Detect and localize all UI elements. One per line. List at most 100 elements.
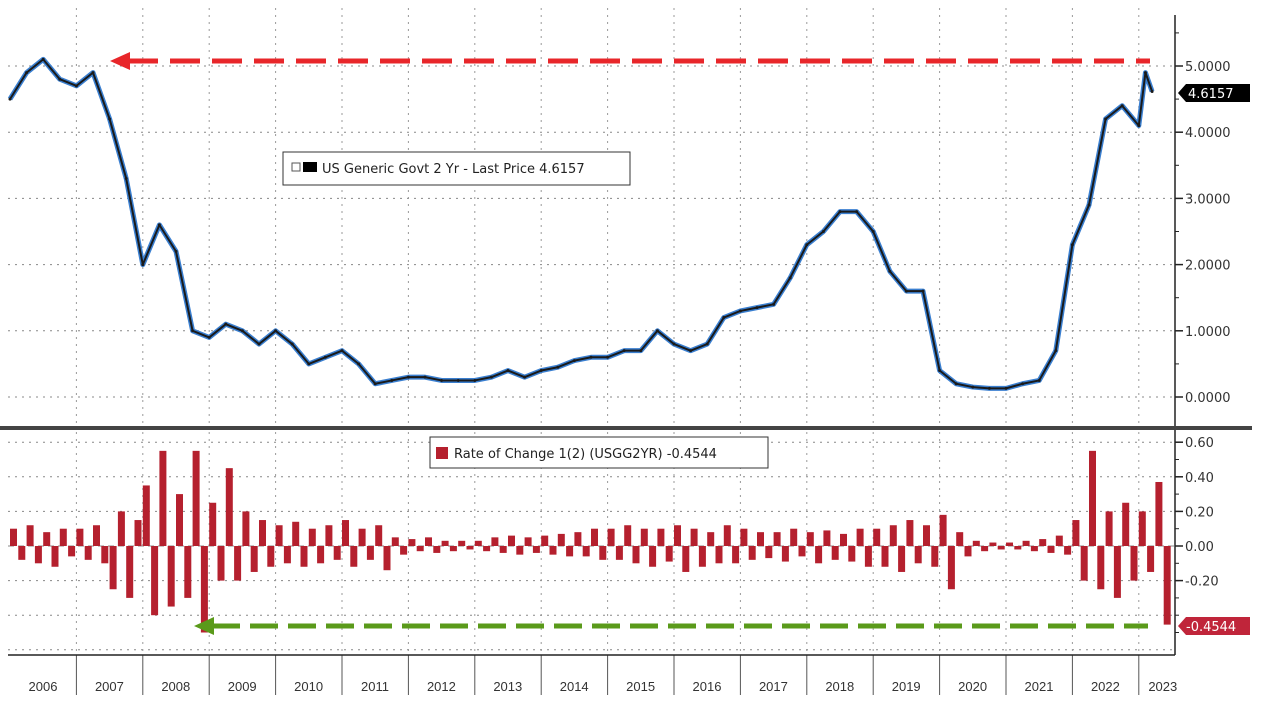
y-tick-label-lower: 0.60 (1185, 436, 1214, 451)
yield-point (805, 243, 809, 247)
yield-point (390, 378, 394, 382)
x-year-label: 2009 (228, 679, 257, 694)
roc-bar (748, 546, 756, 560)
roc-bar (333, 546, 341, 560)
upper-legend: US Generic Govt 2 Yr - Last Price 4.6157 (282, 151, 631, 186)
yield-point (589, 355, 593, 359)
yield-point (1104, 117, 1108, 121)
roc-bar (1113, 546, 1121, 598)
roc-bar (541, 535, 549, 546)
expand-icon[interactable] (291, 162, 301, 172)
red-arrow-head (110, 52, 130, 70)
roc-bar (449, 546, 457, 552)
y-tick-label-lower: 0.00 (1185, 540, 1214, 555)
year-separators (75, 655, 1140, 695)
roc-bar (1147, 546, 1155, 572)
roc-bar (250, 546, 258, 572)
roc-bar (773, 532, 781, 546)
roc-bar (1122, 502, 1130, 546)
roc-bar (765, 546, 773, 559)
yield-point (938, 369, 942, 373)
yield-point (655, 329, 659, 333)
roc-bar (109, 546, 117, 590)
roc-bar (1163, 546, 1171, 625)
yield-point (307, 362, 311, 366)
yield-point (1037, 378, 1041, 382)
y-tick-label-upper: 5.0000 (1185, 60, 1231, 75)
roc-bar (806, 532, 814, 546)
yield-point (788, 276, 792, 280)
x-year-label: 2019 (892, 679, 921, 694)
x-year-label: 2017 (759, 679, 788, 694)
x-year-label: 2010 (294, 679, 323, 694)
roc-bar (1055, 535, 1063, 546)
roc-bar (591, 528, 598, 546)
roc-bar (1089, 450, 1096, 546)
roc-bar (375, 525, 383, 546)
annotations (110, 52, 1150, 635)
y-tick-label-lower: 0.20 (1185, 505, 1214, 520)
x-year-label: 2008 (161, 679, 190, 694)
yield-point (108, 117, 112, 121)
roc-bar (607, 528, 615, 546)
roc-bar (68, 546, 76, 557)
yield-point (639, 349, 643, 353)
yield-point (971, 385, 975, 389)
yield-point (207, 335, 211, 339)
yield-series (7, 56, 1155, 391)
roc-bar (93, 525, 100, 546)
roc-bar (101, 546, 109, 564)
yield-point (954, 382, 958, 386)
roc-bar (358, 528, 366, 546)
yield-point (1150, 89, 1154, 93)
roc-bar (76, 528, 84, 546)
roc-bar (275, 525, 283, 546)
yield-point (240, 329, 244, 333)
roc-bar (923, 525, 930, 546)
roc-bar (640, 528, 648, 546)
green-arrow-head (194, 617, 214, 635)
yield-point (440, 378, 444, 382)
yield-point (224, 322, 228, 326)
yield-point (174, 249, 178, 253)
roc-bar (400, 546, 408, 555)
roc-bar (325, 525, 333, 546)
yield-point (1004, 386, 1008, 390)
roc-bar (433, 546, 441, 553)
roc-bar (383, 546, 391, 571)
yield-point (738, 309, 742, 313)
roc-bar (209, 502, 217, 546)
roc-bar (665, 546, 673, 562)
roc-bar (690, 528, 698, 546)
yield-point (987, 386, 991, 390)
last-roc-tag: -0.4544 (1178, 617, 1250, 635)
roc-bar (34, 546, 42, 564)
roc-bar (1072, 520, 1080, 546)
roc-bar (566, 546, 574, 557)
roc-bar (43, 532, 51, 546)
x-year-label: 2013 (493, 679, 522, 694)
y-tick-label-upper: 2.0000 (1185, 259, 1231, 274)
roc-bar (300, 546, 308, 567)
roc-bar (557, 533, 565, 546)
yield-point (672, 342, 676, 346)
x-year-label: 2018 (825, 679, 854, 694)
x-year-label: 2015 (626, 679, 655, 694)
roc-bar (474, 540, 482, 546)
yield-point (91, 71, 95, 75)
roc-bar (283, 546, 291, 564)
roc-bar (931, 546, 939, 567)
yield-point (1143, 71, 1147, 75)
roc-bar (292, 521, 300, 546)
roc-bar (508, 535, 515, 546)
roc-bar (425, 537, 432, 546)
y-tick-label-lower: -0.20 (1185, 575, 1219, 590)
rate-of-change-bars (10, 450, 1171, 633)
roc-bar (582, 546, 590, 557)
roc-bar (873, 528, 881, 546)
roc-bar (914, 546, 922, 564)
roc-bar (84, 546, 92, 560)
x-year-label: 2012 (427, 679, 456, 694)
roc-bar (574, 532, 582, 546)
